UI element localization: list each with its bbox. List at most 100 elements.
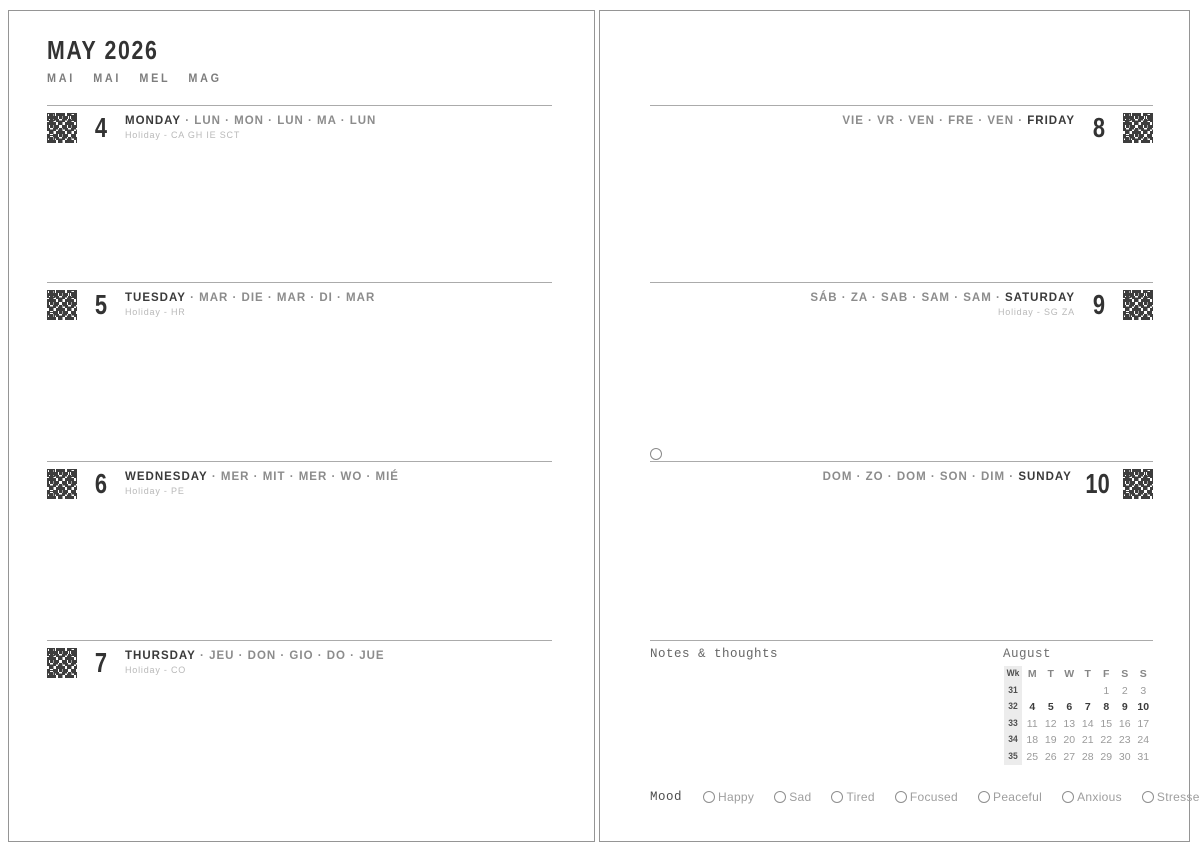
calendar-day: 16 bbox=[1118, 717, 1131, 730]
week-number: 35 bbox=[1004, 748, 1022, 765]
calendar-day: 19 bbox=[1044, 734, 1057, 746]
mood-option-peaceful[interactable]: Peaceful bbox=[978, 790, 1042, 804]
calendar-day: 28 bbox=[1081, 750, 1094, 763]
radio-icon[interactable] bbox=[1141, 791, 1154, 803]
page-subtitle: MAI MAI MEL MAG bbox=[47, 71, 222, 85]
calendar-week-row-current: 32 4 5 6 7 8 9 10 bbox=[1003, 699, 1153, 716]
calendar-day: 5 bbox=[1047, 701, 1054, 713]
calendar-day: 11 bbox=[1026, 717, 1038, 730]
radio-icon[interactable] bbox=[831, 791, 844, 803]
qr-code-icon bbox=[47, 290, 77, 320]
day-name-translations: · LUN · MON · LUN · MA · LUN bbox=[185, 115, 377, 127]
calendar-day bbox=[1060, 683, 1079, 700]
calendar-day: 24 bbox=[1137, 734, 1150, 746]
calendar-header-cell: W bbox=[1064, 668, 1075, 680]
calendar-day: 7 bbox=[1084, 701, 1091, 713]
calendar-header-cell: T bbox=[1047, 668, 1054, 680]
holiday-note: Holiday - CA GH IE SCT bbox=[125, 130, 241, 140]
day-number: 10 bbox=[1085, 468, 1110, 499]
calendar-day: 6 bbox=[1066, 701, 1073, 713]
day-row-saturday: SÁB · ZA · SAB · SAM · SAM · SATURDAY Ho… bbox=[650, 282, 1153, 320]
day-name-row: WEDNESDAY · MER · MIT · MER · WO · MIÉ bbox=[125, 471, 399, 483]
day-name: FRIDAY bbox=[1027, 115, 1075, 127]
mood-option-happy[interactable]: Happy bbox=[703, 790, 754, 804]
calendar-header-cell: T bbox=[1084, 668, 1091, 680]
calendar-header-cell: S bbox=[1139, 668, 1147, 680]
day-row-monday: 4 MONDAY · LUN · MON · LUN · MA · LUN Ho… bbox=[47, 105, 552, 143]
day-name-translations: VIE · VR · VEN · FRE · VEN · bbox=[842, 115, 1024, 127]
day-name: SATURDAY bbox=[1005, 292, 1075, 304]
day-name-translations: · JEU · DON · GIO · DO · JUE bbox=[200, 650, 385, 662]
calendar-day: 25 bbox=[1026, 750, 1039, 763]
calendar-day: 31 bbox=[1137, 750, 1150, 763]
mood-option-anxious[interactable]: Anxious bbox=[1062, 790, 1122, 804]
calendar-day: 12 bbox=[1044, 717, 1057, 730]
day-name-row: DOM · ZO · DOM · SON · DIM · SUNDAY bbox=[823, 471, 1072, 483]
week-number: 33 bbox=[1004, 715, 1022, 732]
radio-icon[interactable] bbox=[978, 791, 991, 803]
week-number: 32 bbox=[1004, 699, 1022, 716]
radio-icon[interactable] bbox=[894, 791, 907, 803]
day-name-translations: · MER · MIT · MER · WO · MIÉ bbox=[211, 471, 399, 483]
mood-option-text: Tired bbox=[846, 790, 875, 804]
calendar-day: 4 bbox=[1029, 701, 1036, 713]
day-name-translations: DOM · ZO · DOM · SON · DIM · bbox=[822, 471, 1015, 483]
mood-option-sad[interactable]: Sad bbox=[774, 790, 811, 804]
mini-calendar-title: August bbox=[1003, 647, 1052, 661]
radio-icon[interactable] bbox=[703, 791, 716, 803]
day-number: 8 bbox=[1092, 112, 1106, 143]
mood-option-focused[interactable]: Focused bbox=[894, 790, 958, 804]
mood-option-text: Peaceful bbox=[993, 790, 1043, 804]
calendar-week-row: 31 1 2 3 bbox=[1003, 682, 1153, 700]
calendar-day: 15 bbox=[1100, 717, 1113, 730]
mood-option-text: Sad bbox=[789, 790, 812, 804]
calendar-week-row: 35 25 26 27 28 29 30 31 bbox=[1003, 748, 1153, 765]
mood-label: Mood bbox=[650, 790, 683, 804]
planner-left-page: MAY 2026 MAI MAI MEL MAG 4 MONDAY · LUN … bbox=[8, 10, 595, 842]
week-number: 34 bbox=[1004, 732, 1022, 749]
calendar-day: 10 bbox=[1137, 701, 1150, 713]
day-name: SUNDAY bbox=[1018, 471, 1072, 483]
calendar-day: 22 bbox=[1100, 734, 1113, 746]
qr-code-icon bbox=[47, 469, 77, 499]
radio-icon[interactable] bbox=[1062, 791, 1075, 803]
day-name-row: THURSDAY · JEU · DON · GIO · DO · JUE bbox=[125, 650, 385, 662]
moon-phase-icon bbox=[650, 448, 662, 460]
holiday-note: Holiday - SG ZA bbox=[997, 307, 1075, 317]
mood-option-text: Anxious bbox=[1077, 790, 1122, 804]
day-row-wednesday: 6 WEDNESDAY · MER · MIT · MER · WO · MIÉ… bbox=[47, 461, 552, 499]
holiday-note: Holiday - PE bbox=[125, 486, 185, 496]
day-name-row: TUESDAY · MAR · DIE · MAR · DI · MAR bbox=[125, 292, 375, 304]
calendar-day: 3 bbox=[1140, 684, 1147, 697]
mood-option-tired[interactable]: Tired bbox=[831, 790, 875, 804]
mood-option-text: Stressed bbox=[1156, 790, 1200, 804]
day-name: THURSDAY bbox=[125, 650, 196, 662]
calendar-day: 21 bbox=[1081, 734, 1094, 746]
notes-section: Notes & thoughts August Wk M T W T F S S… bbox=[650, 640, 1153, 765]
calendar-header-cell: Wk bbox=[1004, 666, 1022, 683]
calendar-day: 30 bbox=[1118, 750, 1131, 763]
calendar-day: 13 bbox=[1063, 717, 1076, 730]
mood-option-stressed[interactable]: Stressed bbox=[1141, 790, 1200, 804]
day-row-sunday: DOM · ZO · DOM · SON · DIM · SUNDAY 10 bbox=[650, 448, 1153, 499]
qr-code-icon bbox=[1123, 113, 1153, 143]
divider bbox=[47, 461, 552, 462]
day-name-row: SÁB · ZA · SAB · SAM · SAM · SATURDAY bbox=[810, 292, 1075, 304]
radio-icon[interactable] bbox=[774, 791, 787, 803]
calendar-day: 14 bbox=[1081, 717, 1094, 730]
day-name-translations: · MAR · DIE · MAR · DI · MAR bbox=[190, 292, 376, 304]
qr-code-icon bbox=[47, 648, 77, 678]
calendar-header-cell: F bbox=[1103, 668, 1110, 680]
calendar-day: 20 bbox=[1063, 734, 1076, 746]
holiday-note: Holiday - HR bbox=[125, 307, 186, 317]
day-name: MONDAY bbox=[125, 115, 182, 127]
calendar-day: 27 bbox=[1063, 750, 1076, 763]
divider bbox=[650, 640, 1153, 641]
day-name: TUESDAY bbox=[125, 292, 186, 304]
mood-tracker: Mood Happy Sad Tired Focused Peaceful An… bbox=[650, 790, 1200, 804]
day-row-thursday: 7 THURSDAY · JEU · DON · GIO · DO · JUE … bbox=[47, 640, 552, 678]
calendar-header-cell: S bbox=[1121, 668, 1129, 680]
calendar-day: 9 bbox=[1121, 701, 1128, 713]
day-name-row: VIE · VR · VEN · FRE · VEN · FRIDAY bbox=[842, 115, 1075, 127]
mini-calendar: August Wk M T W T F S S 31 1 bbox=[1003, 647, 1153, 765]
